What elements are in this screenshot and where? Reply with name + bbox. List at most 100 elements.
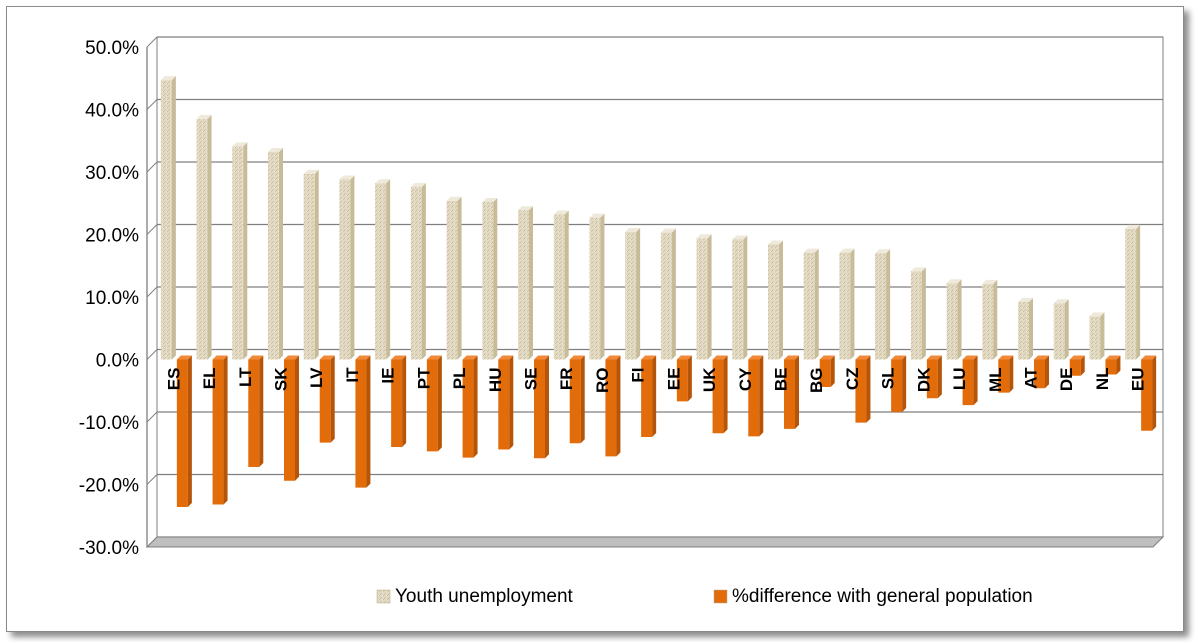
youth-bar: [268, 148, 283, 360]
youth-bar: [375, 179, 391, 360]
y-tick-label: -30.0%: [79, 538, 139, 559]
gridline-depth: [146, 411, 158, 423]
youth-bar: [553, 210, 569, 360]
youth-bar: [446, 196, 462, 360]
difference-bar: [248, 355, 264, 467]
category-label: FI: [629, 368, 648, 383]
difference-bar: [534, 355, 549, 459]
bar-chart: 50.0% 40.0% 30.0% 20.0% 10.0% 0.0% -10.0% -20.0…: [79, 36, 1165, 607]
legend-swatch: [713, 589, 728, 604]
youth-bar: [982, 279, 998, 360]
y-tick-label: 20.0%: [85, 226, 139, 247]
youth-bar: [160, 76, 176, 360]
category-label: EU: [1129, 368, 1148, 392]
difference-bar: [712, 355, 728, 434]
youth-bar: [803, 248, 819, 360]
difference-bar: [462, 355, 478, 458]
difference-bar: [641, 355, 657, 437]
legend-label: Youth unemployment: [395, 586, 574, 607]
youth-bar: [339, 175, 355, 360]
category-label: LU: [950, 368, 969, 391]
gridline-depth: [146, 99, 158, 110]
youth-bar: [732, 235, 748, 360]
difference-bar: [926, 355, 942, 399]
youth-bar: [232, 142, 248, 360]
youth-bar: [625, 228, 641, 360]
youth-bar: [768, 240, 783, 360]
category-label: IT: [343, 367, 362, 383]
category-labels: ES EL LT SK LV IT IE PT PL HU SE FR RO FI EE UK CY BE BG CZ…: [164, 367, 1147, 393]
category-label: LT: [236, 367, 255, 387]
difference-bar: [891, 355, 907, 412]
youth-bar: [482, 198, 498, 360]
y-tick-label: -20.0%: [79, 476, 139, 497]
gridlines: [146, 36, 1164, 548]
difference-bar: [569, 355, 585, 444]
youth-bar: [1125, 224, 1141, 360]
youth-bar: [875, 249, 891, 360]
legend: Youth unemployment %difference with gener…: [376, 586, 1033, 607]
youth-bar: [839, 248, 855, 360]
category-label: AT: [1021, 367, 1040, 389]
legend-label: %difference with general population: [732, 586, 1033, 607]
category-label: PT: [414, 367, 433, 389]
legend-item-youth-unemployment: Youth unemployment: [376, 586, 574, 607]
difference-bar: [962, 355, 978, 406]
youth-bar: [303, 169, 319, 360]
gridline-depth: [146, 349, 158, 360]
category-label: BE: [771, 368, 790, 392]
legend-swatch: [376, 589, 391, 604]
difference-bar: [1105, 355, 1121, 375]
difference-bar: [1069, 355, 1085, 376]
category-label: IE: [379, 368, 398, 384]
legend-item-difference: %difference with general population: [713, 586, 1033, 607]
category-label: ES: [164, 368, 183, 391]
gridline-depth: [146, 474, 158, 485]
youth-bar: [1018, 298, 1033, 360]
bars: [160, 76, 1157, 507]
youth-bar: [196, 114, 212, 360]
category-label: FR: [557, 368, 576, 391]
gridline-depth: [146, 36, 158, 48]
youth-bar: [410, 183, 426, 360]
difference-bar: [498, 355, 514, 450]
difference-bar: [176, 355, 192, 507]
youth-bar: [660, 228, 676, 360]
category-label: CZ: [843, 368, 862, 391]
plot-floor: [145, 536, 1165, 548]
y-tick-label: 10.0%: [85, 288, 139, 309]
difference-bar: [1034, 355, 1049, 389]
difference-bar: [855, 355, 871, 423]
difference-bar: [391, 355, 407, 447]
category-label: LV: [307, 367, 326, 388]
difference-bar: [1141, 355, 1157, 431]
gridline-depth: [146, 286, 158, 298]
y-tick-label: 30.0%: [85, 163, 139, 184]
difference-bar: [819, 355, 835, 387]
chart-frame: 50.0% 40.0% 30.0% 20.0% 10.0% 0.0% -10.0% -20.0…: [6, 6, 1184, 632]
y-axis: 50.0% 40.0% 30.0% 20.0% 10.0% 0.0% -10.0% -20.0…: [79, 38, 1165, 559]
category-label: SL: [879, 368, 898, 390]
category-label: BG: [807, 368, 826, 394]
difference-bar: [284, 355, 299, 481]
difference-bar: [319, 355, 335, 443]
category-label: ML: [986, 368, 1005, 393]
y-tick-label: 40.0%: [85, 101, 139, 122]
youth-bar: [589, 213, 605, 360]
category-label: CY: [736, 367, 755, 391]
category-label: DE: [1057, 368, 1076, 392]
category-label: UK: [700, 367, 719, 392]
category-label: NL: [1093, 368, 1112, 391]
difference-bar: [605, 355, 621, 457]
category-label: SK: [271, 367, 290, 391]
y-tick-label: -10.0%: [79, 413, 139, 434]
difference-bar: [355, 355, 371, 488]
category-label: RO: [593, 368, 612, 394]
category-label: EE: [664, 368, 683, 391]
difference-bar: [748, 355, 764, 437]
youth-bar: [1089, 312, 1105, 360]
difference-bar: [426, 355, 442, 452]
gridline-depth: [146, 161, 158, 173]
difference-bar: [998, 355, 1014, 393]
youth-bar: [518, 206, 533, 360]
